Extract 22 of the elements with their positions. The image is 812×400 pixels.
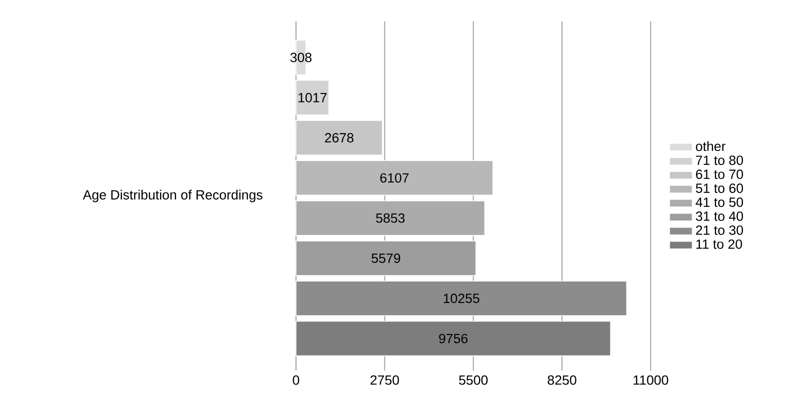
data-label: 1017	[298, 92, 327, 102]
y-axis-title: Age Distribution of Recordings	[82, 190, 262, 202]
legend-label: 51 to 60	[696, 184, 744, 193]
data-label: 308	[290, 52, 312, 62]
legend-label: 31 to 40	[696, 211, 744, 221]
data-label: 6107	[380, 173, 409, 183]
data-label: 9756	[439, 334, 468, 344]
x-tick-label: 0	[292, 375, 300, 385]
x-tick-label: 2750	[370, 375, 399, 385]
legend-label: 41 to 50	[696, 198, 744, 207]
legend-label: 71 to 80	[696, 156, 744, 166]
x-tick-label: 8250	[548, 375, 576, 385]
legend-label: 61 to 70	[696, 170, 744, 179]
data-label: 10255	[444, 294, 480, 304]
legend-label: 11 to 20	[696, 239, 742, 249]
legend-label: other	[696, 141, 726, 152]
data-label: 2678	[325, 133, 354, 142]
x-tick-label: 11000	[634, 375, 668, 385]
data-label: 5579	[372, 254, 400, 263]
data-label: 5853	[376, 213, 405, 223]
x-tick-label: 5500	[459, 375, 488, 385]
legend-label: 21 to 30	[696, 225, 744, 235]
